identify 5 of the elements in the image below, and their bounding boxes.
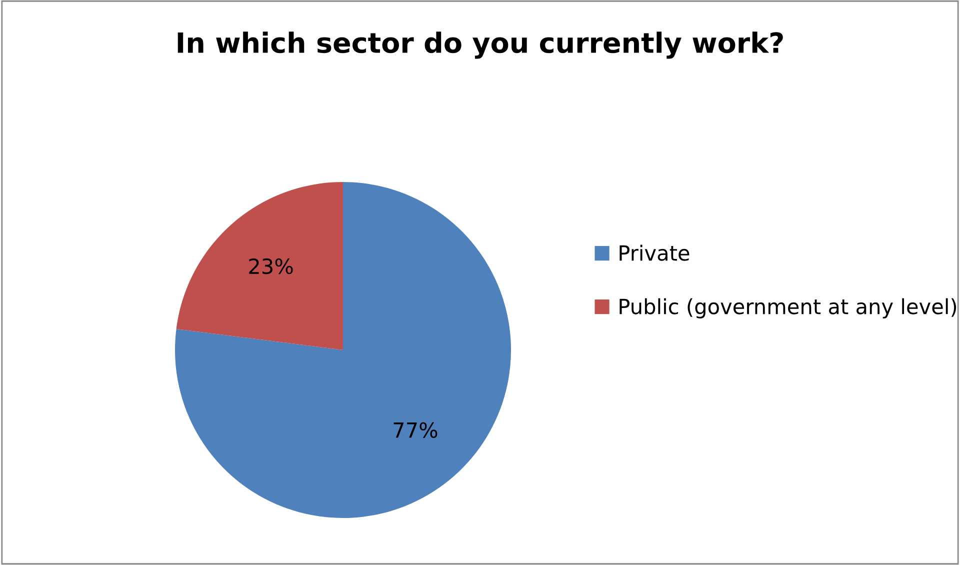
data-label: 23%: [249, 258, 293, 274]
chart-title: In which sector do you currently work?: [178, 32, 783, 59]
data-label: 77%: [394, 422, 438, 438]
legend-label: Private: [620, 244, 690, 261]
legend-label: Public (government at any level): [620, 298, 956, 318]
